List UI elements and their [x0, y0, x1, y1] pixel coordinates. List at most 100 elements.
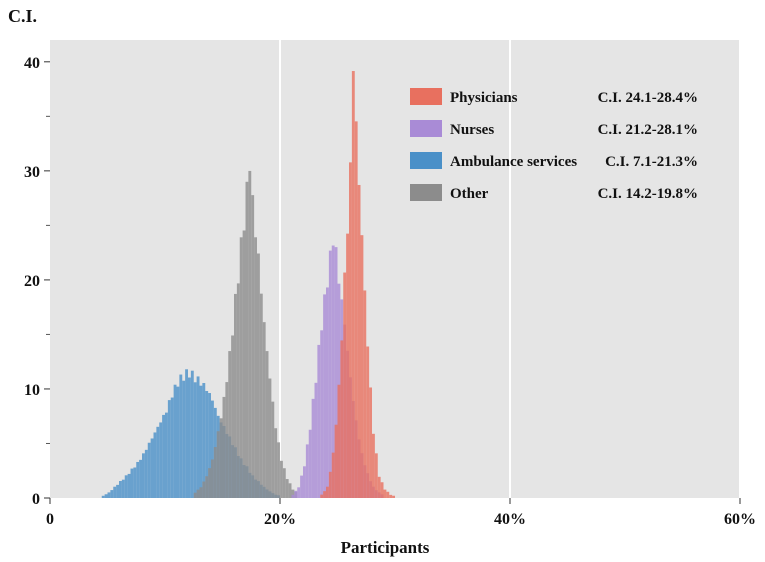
series-other — [193, 170, 298, 499]
histogram-bar — [351, 71, 355, 498]
histogram-bar — [328, 250, 332, 498]
histogram-bar — [326, 486, 329, 498]
histogram-bar — [179, 374, 183, 498]
histogram-bar — [188, 377, 191, 498]
histogram-bar — [328, 471, 332, 498]
y-tick-label: 0 — [32, 491, 40, 508]
histogram-bar — [139, 459, 142, 498]
histogram-bar — [311, 398, 315, 498]
histogram-bar — [104, 494, 108, 498]
histogram-bar — [236, 283, 240, 498]
histogram-bar — [182, 380, 186, 498]
histogram-bar — [208, 468, 211, 498]
histogram-bar — [349, 162, 352, 498]
histogram-bar — [288, 483, 292, 498]
axes: 0 10 20 30 40 0 20% 40% 60% — [24, 55, 756, 528]
histogram-bar — [291, 489, 295, 498]
histogram-bar — [277, 442, 280, 498]
histogram-bar — [245, 181, 249, 499]
legend-ci: C.I. 24.1-28.4% — [598, 90, 698, 106]
x-tick-label: 40% — [494, 511, 526, 528]
histogram-bar — [320, 494, 324, 498]
histogram-bars — [101, 71, 395, 499]
histogram-bar — [173, 384, 177, 498]
histogram-bar — [193, 492, 197, 498]
grid-lines — [279, 40, 741, 498]
histogram-bar — [185, 369, 188, 498]
histogram-bar — [392, 495, 395, 498]
histogram-bar — [308, 429, 312, 498]
histogram-bar — [314, 382, 318, 498]
histogram-bar — [133, 467, 137, 498]
histogram-bar — [271, 401, 275, 498]
histogram-bar — [257, 253, 260, 498]
histogram-bar — [363, 290, 367, 498]
histogram-bar — [360, 235, 364, 498]
histogram-bar — [340, 340, 344, 498]
histogram-bar — [377, 476, 381, 498]
legend-ci: C.I. 14.2-19.8% — [598, 186, 698, 202]
histogram-bar — [383, 489, 387, 498]
legend-label: Nurses — [450, 122, 494, 138]
histogram-bar — [242, 230, 246, 498]
histogram-bar — [320, 330, 324, 498]
histogram-bar — [323, 294, 326, 498]
histogram-bar — [205, 390, 209, 498]
histogram-bar — [124, 475, 128, 498]
histogram-bar — [323, 491, 326, 498]
histogram-bar — [130, 468, 134, 498]
histogram-bar — [248, 170, 252, 498]
y-tick-label: 20 — [24, 273, 40, 290]
histogram-bar — [127, 473, 131, 498]
histogram-bar — [216, 431, 220, 498]
histogram-bar — [136, 461, 140, 498]
histogram-bar — [101, 495, 105, 498]
plot-background — [50, 40, 740, 498]
histogram-bar — [162, 414, 165, 498]
y-tick-label: 10 — [24, 382, 40, 399]
histogram-bar — [372, 433, 375, 498]
x-tick-label: 0 — [46, 511, 54, 528]
histogram-bar — [144, 449, 148, 498]
x-tick-label: 20% — [264, 511, 296, 528]
histogram-bar — [331, 245, 335, 498]
legend-label: Ambulance services — [450, 154, 577, 170]
histogram-bar — [142, 453, 145, 498]
series-physicians — [320, 71, 395, 498]
histogram-bar — [366, 346, 370, 498]
histogram-bar — [205, 476, 209, 498]
histogram-bar — [274, 428, 278, 498]
histogram-bar — [147, 442, 151, 498]
histogram-bar — [337, 384, 341, 498]
histogram-bar — [259, 293, 263, 498]
histogram-bar — [303, 466, 306, 498]
legend-label: Physicians — [450, 90, 518, 106]
histogram-bar — [357, 184, 361, 498]
histogram-bar — [354, 121, 358, 498]
histogram-bar — [294, 490, 298, 498]
histogram-bar — [113, 486, 117, 498]
histogram-bar — [213, 447, 217, 498]
histogram-bar — [234, 293, 237, 498]
histogram-bar — [380, 482, 384, 498]
legend: Physicians C.I. 24.1-28.4% Nurses C.I. 21.2… — [410, 88, 698, 202]
histogram-bar — [389, 494, 393, 498]
histogram-bar — [107, 492, 111, 498]
histogram-bar — [317, 344, 321, 498]
histogram-bar — [202, 383, 206, 498]
histogram-bar — [153, 432, 157, 498]
histogram-bar — [222, 396, 226, 498]
histogram-bar — [110, 490, 114, 498]
histogram-bar — [326, 287, 329, 498]
histogram-bar — [374, 453, 378, 498]
histogram-bar — [196, 376, 200, 498]
histogram-bar — [386, 491, 390, 498]
histogram-bar — [343, 272, 347, 498]
histogram-bar — [202, 481, 206, 498]
histogram-bar — [190, 370, 194, 498]
histogram-bar — [251, 195, 255, 498]
histogram-bar — [165, 412, 168, 498]
histogram-bar — [300, 475, 303, 498]
legend-swatch — [410, 184, 442, 201]
